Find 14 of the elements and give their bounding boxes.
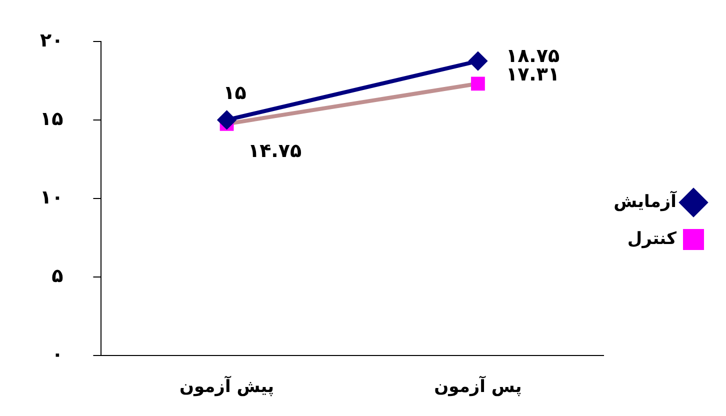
x-tick-label: پیش آزمون: [179, 375, 274, 398]
y-tick-label: ۲۰: [40, 29, 64, 52]
data-label: ۱۵: [223, 82, 247, 104]
legend-label: آزمایش: [614, 190, 678, 212]
y-tick-label: ۱۰: [40, 186, 64, 208]
legend-label: کنترل: [627, 228, 677, 249]
point: [218, 110, 236, 129]
y-tick-label: ۵: [52, 264, 64, 287]
y-tick-label: ۰: [52, 344, 64, 366]
data-label: ۱۴.۷۵: [248, 140, 302, 162]
point: [471, 76, 485, 91]
point: [468, 52, 487, 70]
y-tick-label: ۱۵: [40, 108, 64, 130]
x-tick-label: پس آزمون: [434, 375, 522, 398]
